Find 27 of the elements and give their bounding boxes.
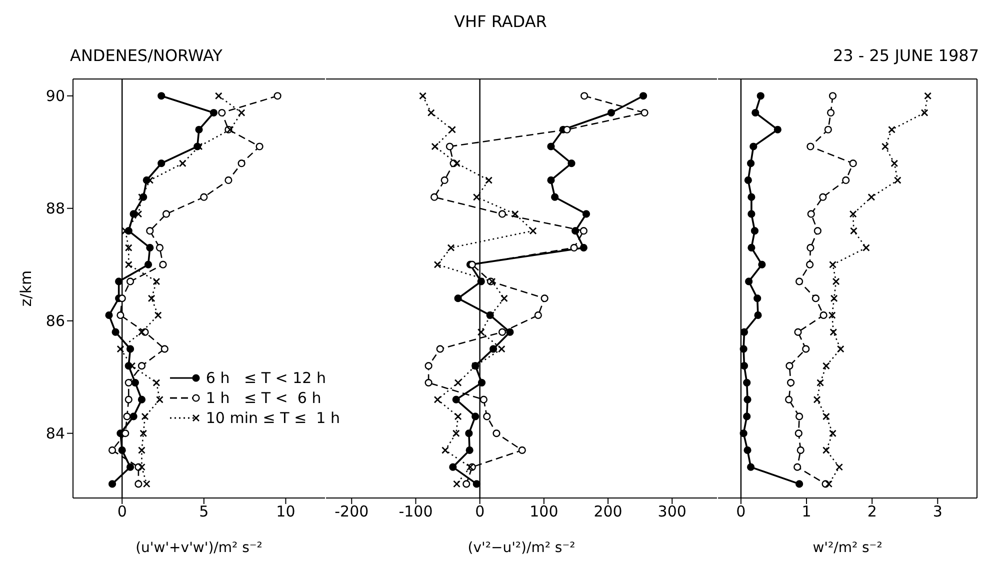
- x-tick-label: 0: [117, 502, 127, 521]
- x-tick-label: 10: [276, 502, 296, 521]
- x-axis-title: (v'²−u'²)/m² s⁻²: [468, 540, 576, 556]
- x-tick-label: 0: [475, 502, 485, 521]
- x-tick-label: 100: [530, 502, 558, 521]
- x-tick-label: 5: [199, 502, 209, 521]
- y-tick-label: 88: [46, 200, 65, 218]
- legend-label: 1 h ≤ T < 6 h: [206, 388, 322, 408]
- x-tick-label: 200: [594, 502, 622, 521]
- text: ANDENES/NORWAY: [70, 46, 222, 65]
- x-tick-label: 300: [658, 502, 686, 521]
- y-tick-label: 86: [46, 312, 65, 330]
- y-tick-label: 84: [46, 424, 65, 443]
- x-tick-label: 1: [802, 502, 812, 521]
- legend-label: 10 min ≤ T ≤ 1 h: [206, 408, 340, 428]
- x-tick-label: 2: [867, 502, 877, 521]
- text: 23 - 25 JUNE 1987: [832, 46, 979, 65]
- x-axis-title: w'²/m² s⁻²: [812, 540, 882, 556]
- y-axis-title: z/km: [17, 270, 36, 307]
- x-axis-title: (u'w'+v'w')/m² s⁻²: [136, 540, 262, 556]
- chart-title: VHF RADAR: [453, 12, 548, 31]
- x-tick-label: 3: [932, 502, 942, 521]
- x-tick-label: 0: [736, 502, 746, 521]
- legend-label: 6 h ≤ T < 12 h: [206, 368, 326, 388]
- x-tick-label: -100: [398, 502, 433, 521]
- y-tick-label: 90: [46, 87, 65, 106]
- x-tick-label: -200: [334, 502, 369, 521]
